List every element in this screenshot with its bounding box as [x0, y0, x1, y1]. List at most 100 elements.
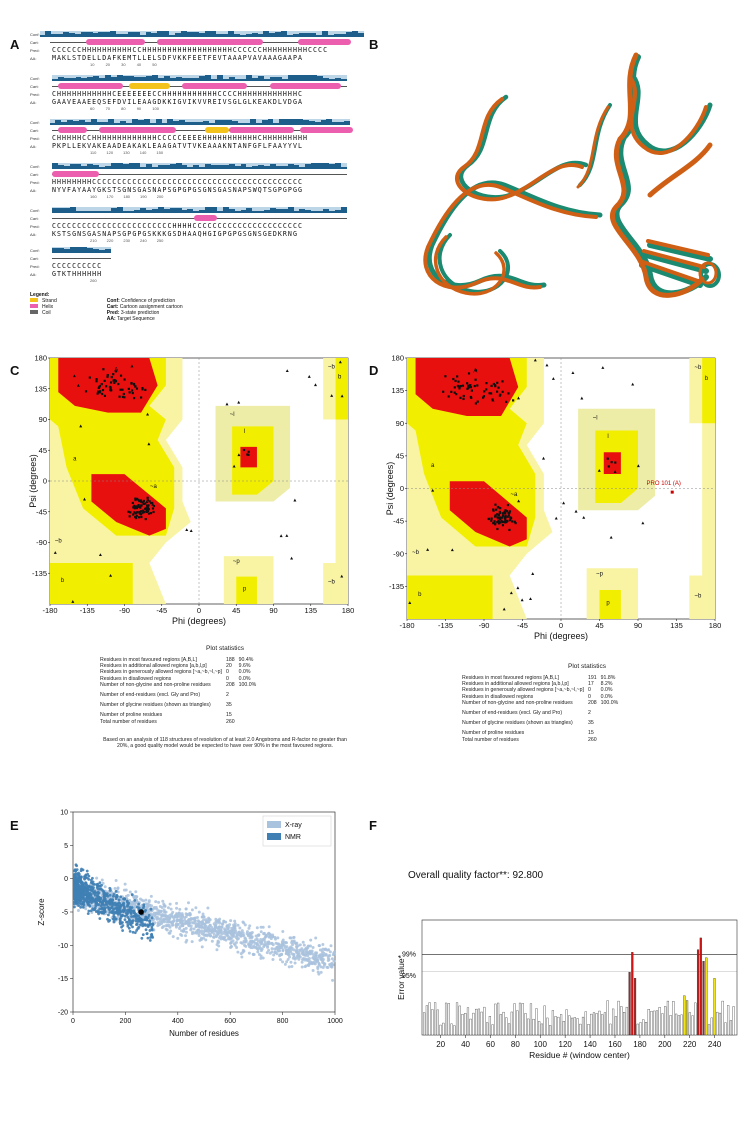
error-bar	[529, 1003, 533, 1036]
nmr-point	[83, 877, 87, 881]
glycine-triangle	[72, 374, 76, 378]
glycine-triangle	[76, 383, 80, 387]
residue-point	[494, 385, 497, 388]
sequence-block: Conf: Cart: Pred: CCCCCCCCCC AA: GTKTHHHHHH 26…	[30, 246, 350, 285]
residue-point	[500, 516, 504, 519]
glycine-triangle	[641, 521, 645, 525]
residue-point	[127, 510, 130, 513]
nmr-point	[98, 899, 102, 903]
error-bar	[633, 978, 637, 1036]
residue-point	[508, 510, 512, 513]
xray-point	[153, 906, 157, 910]
xray-point	[248, 934, 252, 938]
nmr-point	[106, 905, 110, 909]
glycine-triangle	[408, 601, 412, 604]
nmr-point	[72, 897, 76, 900]
xray-point	[263, 943, 267, 947]
legend-swatch	[267, 833, 281, 840]
residue-point	[102, 368, 105, 371]
xray-point	[271, 957, 275, 961]
residue-point	[450, 390, 453, 393]
error-bar	[521, 1003, 524, 1036]
xray-point	[309, 938, 313, 942]
xray-point	[76, 908, 80, 912]
xray-point	[229, 929, 233, 933]
y-tick-label: -135	[389, 582, 404, 591]
y-tick-label: 45	[396, 451, 404, 460]
nmr-point	[100, 906, 104, 910]
region-label: A	[473, 369, 477, 375]
residue-point	[134, 497, 137, 500]
conf-row: Conf:	[30, 74, 350, 82]
panel-label-e: E	[10, 818, 19, 833]
residue-point	[137, 498, 140, 502]
xray-point	[229, 946, 233, 950]
xray-point	[310, 949, 314, 953]
y-tick-label: -10	[58, 943, 68, 950]
residue-point	[459, 396, 462, 399]
residue-ticks: 10 20 30 40 50	[90, 62, 157, 67]
nmr-point	[104, 894, 108, 898]
residue-point	[103, 394, 107, 397]
nmr-point	[90, 901, 93, 904]
glycine-triangle	[597, 469, 601, 472]
residue-point	[499, 517, 502, 520]
residue-point	[504, 511, 507, 515]
xray-point	[282, 944, 286, 948]
xray-point	[189, 928, 193, 932]
residue-point	[133, 507, 136, 510]
error-bar	[483, 1006, 486, 1036]
nmr-point	[97, 891, 101, 895]
region-label: ~a	[150, 484, 158, 490]
nmr-point	[99, 896, 103, 900]
residue-point	[458, 385, 461, 388]
cartoon-track	[52, 171, 347, 177]
nmr-point	[74, 892, 78, 896]
nmr-point	[94, 891, 98, 895]
stats-row: Number of end-residues (excl. Gly and Pr…	[462, 710, 591, 717]
residue-point	[119, 388, 122, 391]
x-tick-label: 80	[511, 1040, 520, 1049]
x-tick-label: 600	[224, 1018, 236, 1025]
error-bar	[480, 1011, 483, 1036]
xray-point	[298, 948, 302, 952]
residue-point	[109, 387, 112, 390]
aa-label: AA:	[30, 271, 37, 277]
confidence-bar	[52, 207, 347, 213]
error-bar	[686, 1000, 689, 1036]
xray-point	[150, 904, 154, 908]
y-axis-label: Psi (degrees)	[28, 454, 38, 508]
residue-point	[100, 382, 103, 386]
region-label: ~p	[596, 572, 604, 578]
glycine-triangle	[185, 528, 189, 532]
residue-point	[457, 380, 460, 383]
nmr-point	[105, 900, 109, 904]
glycine-triangle	[426, 548, 430, 551]
conf-row: Conf:	[30, 30, 364, 38]
error-bar	[694, 1002, 697, 1036]
aa-label: AA:	[30, 55, 37, 61]
nmr-point	[114, 917, 118, 921]
xray-point	[218, 931, 222, 935]
residue-point	[144, 517, 147, 521]
xray-point	[175, 901, 179, 905]
xray-point	[267, 948, 271, 952]
glycine-triangle	[520, 598, 524, 602]
nmr-point	[123, 914, 127, 918]
xray-point	[261, 925, 265, 929]
xray-point	[124, 894, 128, 898]
residue-point	[141, 388, 144, 391]
glycine-triangle	[528, 597, 532, 600]
xray-point	[244, 940, 248, 944]
y-tick-label: -135	[32, 569, 47, 578]
xray-point	[196, 919, 200, 923]
conf-row: Conf:	[30, 246, 350, 254]
cartoon-row: Cart:	[30, 214, 350, 222]
glycine-triangle	[542, 456, 546, 460]
nmr-point	[126, 908, 130, 912]
xray-point	[178, 907, 182, 911]
nmr-point	[81, 905, 85, 909]
nmr-point	[97, 912, 101, 916]
x-tick-label: -180	[399, 621, 414, 630]
xray-point	[229, 941, 233, 945]
